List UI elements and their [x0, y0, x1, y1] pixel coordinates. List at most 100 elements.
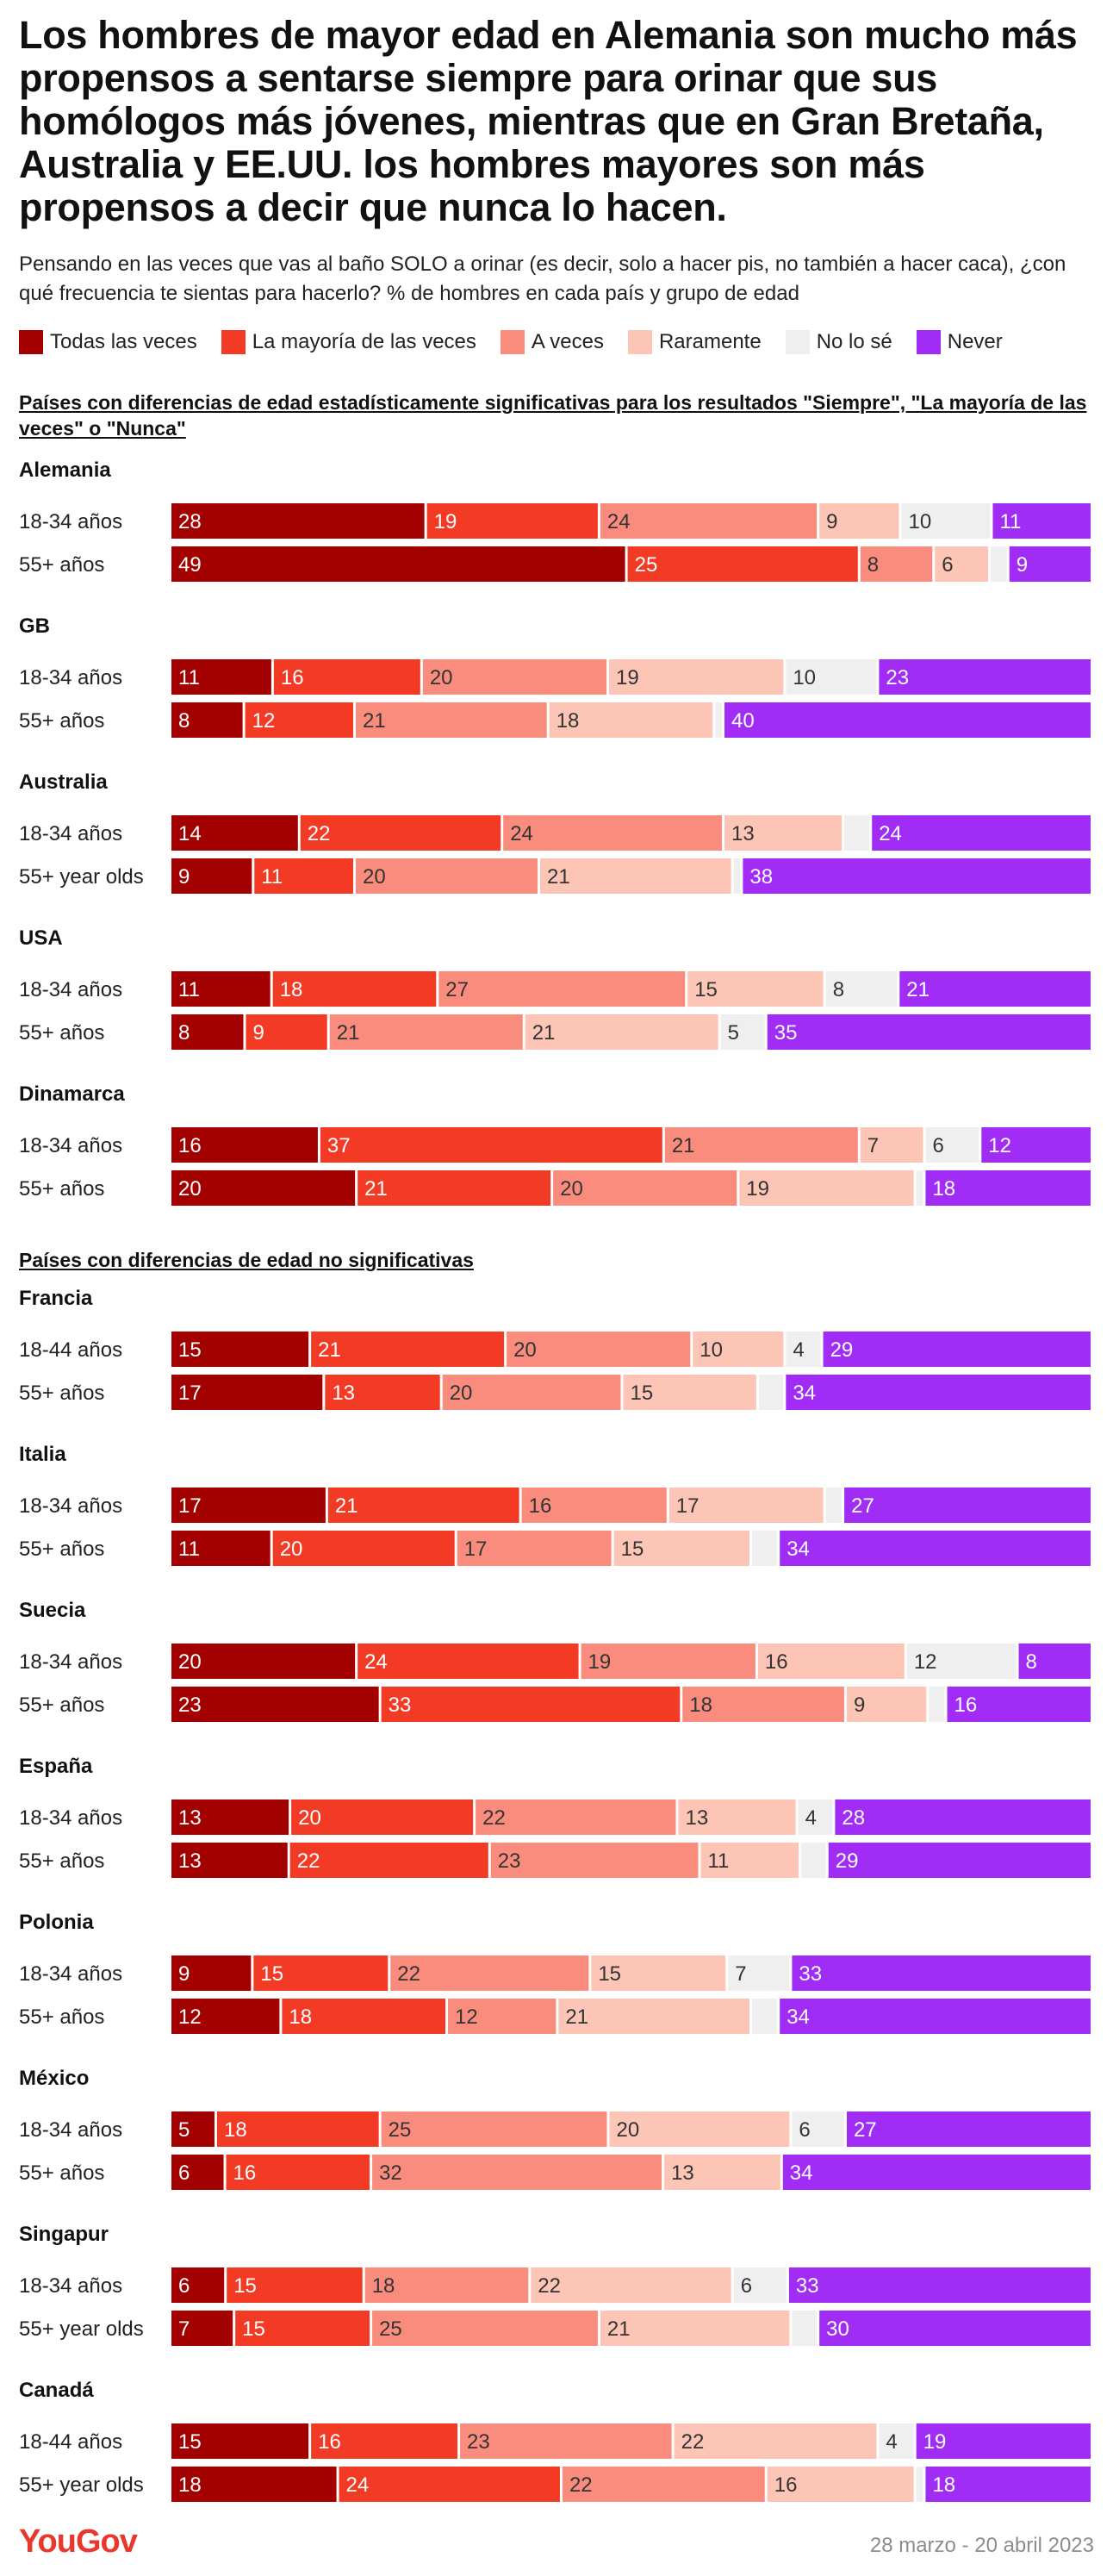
data-label: 15 — [598, 1962, 621, 1986]
bar-segment — [700, 1843, 799, 1878]
data-label: 28 — [178, 510, 202, 533]
country-label: Australia — [19, 770, 108, 794]
bar-segment — [356, 702, 547, 738]
legend-item: Raramente — [627, 330, 762, 354]
data-label: 21 — [672, 1134, 695, 1157]
bar-segment — [581, 1644, 755, 1679]
data-label: 19 — [616, 666, 639, 689]
bar-segment — [780, 1999, 1091, 2034]
yougov-logo: YouGov — [19, 2523, 138, 2560]
data-label: 18 — [224, 2118, 247, 2142]
bar-segment — [929, 1687, 945, 1722]
bar-segment — [426, 503, 598, 539]
bar-segment — [364, 2267, 529, 2303]
bar-segment — [879, 2423, 914, 2459]
bar-segment — [171, 2267, 225, 2303]
data-label: 19 — [588, 1650, 612, 1674]
age-group-label: 55+ años — [19, 1693, 104, 1717]
age-group-label: 55+ años — [19, 553, 104, 577]
data-label: 27 — [851, 1494, 874, 1518]
data-label: 15 — [178, 2430, 202, 2454]
data-label: 9 — [252, 1021, 264, 1045]
data-label: 12 — [988, 1134, 1011, 1157]
data-label: 24 — [510, 822, 533, 845]
data-label: 20 — [450, 1382, 473, 1405]
data-label: 16 — [281, 666, 304, 689]
bar-segment — [171, 2423, 309, 2459]
data-label: 17 — [178, 1382, 202, 1405]
bar-segment — [540, 858, 731, 894]
bar-segment — [171, 2111, 215, 2147]
data-label: 21 — [906, 978, 930, 1001]
section-header-not-significant: Países con diferencias de edad no signif… — [19, 1249, 474, 1271]
bar-segment — [743, 858, 1091, 894]
data-label: 35 — [774, 1021, 798, 1045]
data-label: 23 — [467, 2430, 490, 2454]
bar-segment — [273, 659, 420, 695]
bar-segment — [899, 971, 1091, 1007]
data-label: 11 — [178, 978, 200, 1001]
data-label: 25 — [379, 2317, 402, 2341]
bar-segment — [992, 503, 1091, 539]
bar-segment — [767, 1014, 1091, 1050]
data-label: 22 — [308, 822, 331, 845]
data-label: 21 — [318, 1338, 341, 1362]
data-label: 18 — [932, 2473, 955, 2497]
data-label: 32 — [379, 2161, 402, 2185]
age-group-label: 18-34 años — [19, 1650, 122, 1674]
age-group-label: 55+ años — [19, 1177, 104, 1201]
data-label: 15 — [631, 1382, 654, 1405]
bar-segment — [752, 1531, 778, 1566]
data-label: 13 — [178, 1806, 202, 1830]
data-label: 16 — [178, 1134, 202, 1157]
data-label: 16 — [954, 1693, 978, 1717]
data-label: 7 — [735, 1962, 746, 1986]
bar-segment — [171, 546, 625, 582]
survey-date: 28 marzo - 20 abril 2023 — [869, 2534, 1094, 2557]
data-label: 12 — [914, 1650, 937, 1674]
bar-segment — [171, 503, 425, 539]
data-label: 4 — [793, 1338, 804, 1362]
legend-swatch — [221, 330, 246, 354]
bar-segment — [916, 1170, 923, 1206]
data-label: 18 — [178, 2473, 202, 2497]
bar-segment — [981, 1127, 1091, 1163]
bar-segment — [724, 702, 1091, 738]
bar-segment — [846, 1687, 927, 1722]
bar-segment — [828, 1843, 1091, 1878]
bar-segment — [674, 2423, 877, 2459]
age-group-label: 18-34 años — [19, 666, 122, 689]
legend-item: A veces — [500, 330, 604, 354]
data-label: 8 — [178, 1021, 190, 1045]
data-label: 12 — [178, 2005, 202, 2029]
bar-segment — [171, 2311, 233, 2346]
data-label: 21 — [363, 709, 386, 733]
data-label: 19 — [434, 510, 457, 533]
bar-segment — [664, 1127, 858, 1163]
country-label: Singapur — [19, 2223, 109, 2246]
bar-segment — [245, 702, 353, 738]
bar-segment — [835, 1799, 1091, 1835]
data-label: 18 — [280, 978, 303, 1001]
data-label: 5 — [178, 2118, 190, 2142]
bar-segment — [786, 1375, 1091, 1410]
country-label: Italia — [19, 1443, 66, 1466]
age-group-label: 18-34 años — [19, 978, 122, 1001]
data-label: 20 — [430, 666, 453, 689]
data-label: 25 — [389, 2118, 412, 2142]
bar-segment — [171, 1332, 309, 1367]
data-label: 10 — [909, 510, 932, 533]
bar-segment — [879, 659, 1091, 695]
legend-item: Never — [916, 330, 1003, 354]
data-label: 10 — [700, 1338, 723, 1362]
bar-segment — [438, 971, 686, 1007]
data-label: 21 — [335, 1494, 358, 1518]
bar-segment — [693, 1332, 784, 1367]
data-label: 20 — [280, 1537, 303, 1561]
age-group-label: 18-34 años — [19, 822, 122, 845]
bar-segment — [171, 1531, 270, 1566]
bar-segment — [272, 971, 437, 1007]
bar-segment — [916, 2423, 1091, 2459]
bar-segment — [171, 1687, 379, 1722]
bar-segment — [608, 659, 784, 695]
